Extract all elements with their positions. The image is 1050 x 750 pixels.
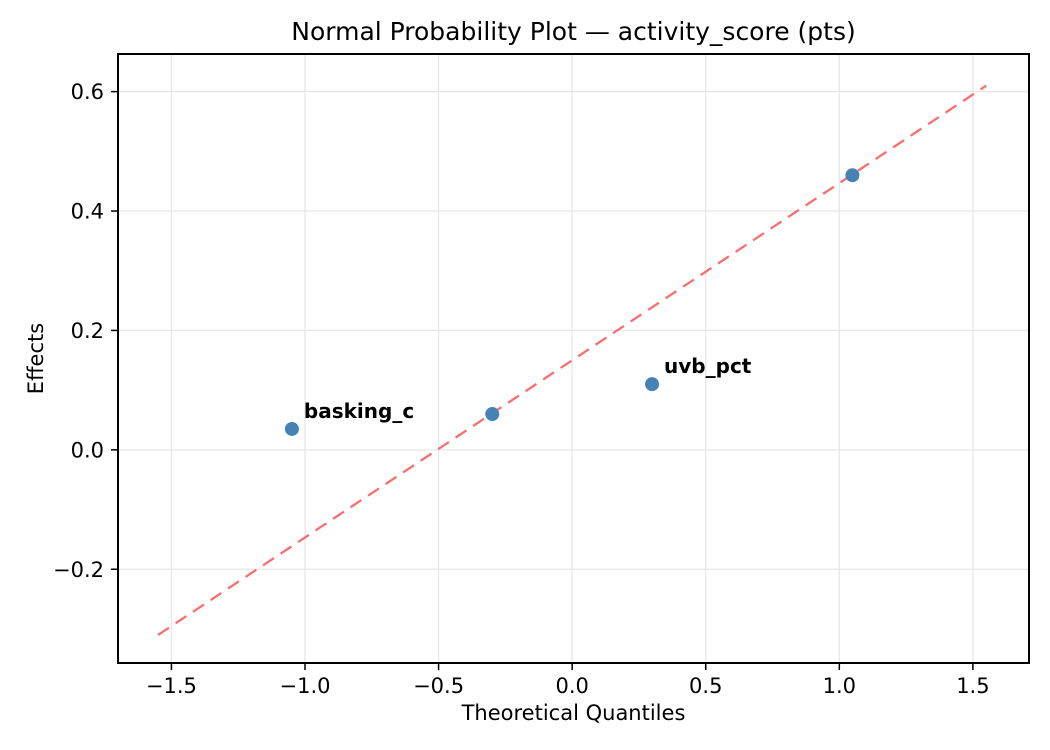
x-tick-label: 1.5: [956, 674, 989, 698]
x-tick-label: −1.0: [280, 674, 331, 698]
y-tick-label: 0.0: [71, 438, 104, 462]
plot-border: [117, 53, 1030, 664]
data-point: [645, 377, 660, 392]
y-axis-label: Effects: [24, 323, 48, 394]
point-annotation: uvb_pct: [664, 354, 752, 378]
y-tick-label: 0.2: [71, 319, 104, 343]
x-tick-label: −0.5: [413, 674, 464, 698]
x-tick-label: 0.0: [555, 674, 588, 698]
data-point: [485, 407, 500, 422]
x-axis-label: Theoretical Quantiles: [461, 701, 686, 725]
x-tick-label: −1.5: [146, 674, 197, 698]
x-tick-label: 1.0: [823, 674, 856, 698]
point-annotation: basking_c: [304, 399, 414, 423]
data-point: [845, 168, 860, 183]
x-tick-label: 0.5: [689, 674, 722, 698]
data-point: [284, 421, 299, 436]
y-tick-label: 0.4: [71, 200, 104, 224]
y-tick-label: 0.6: [71, 80, 104, 104]
chart-title: Normal Probability Plot — activity_score…: [291, 17, 856, 46]
y-tick-label: −0.2: [53, 558, 104, 582]
